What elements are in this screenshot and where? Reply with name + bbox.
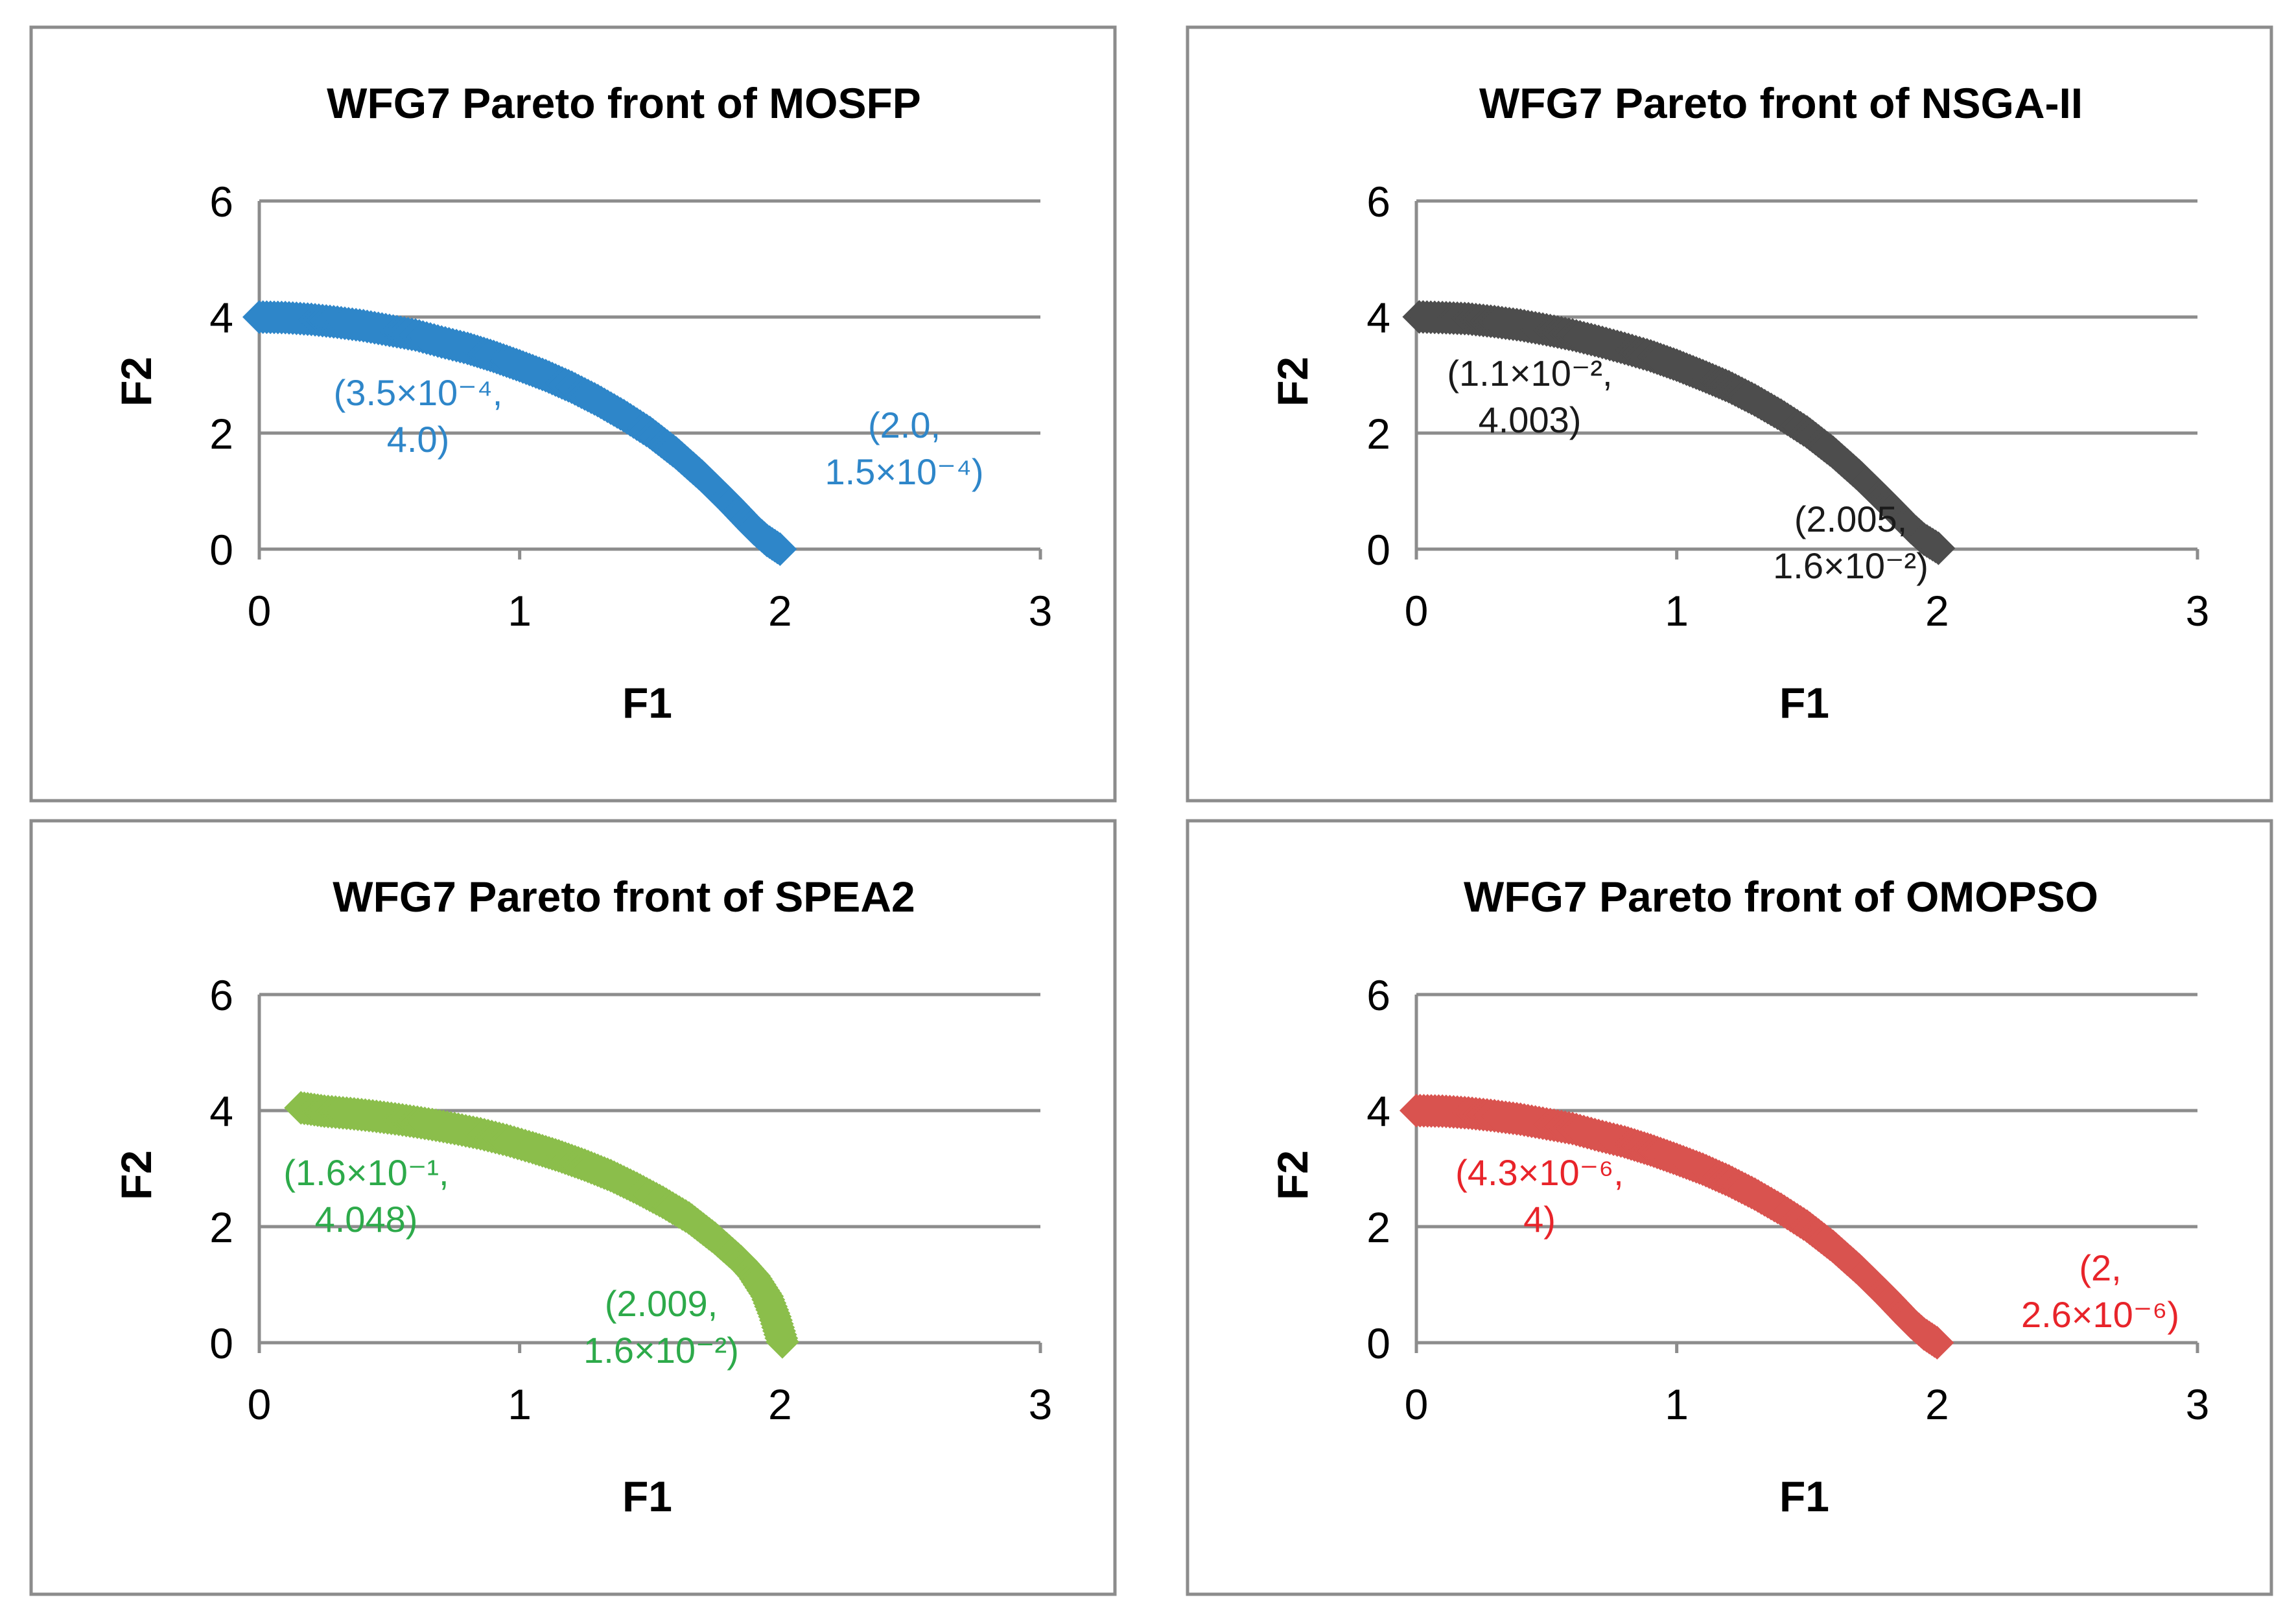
x-tick-label: 0 (248, 1380, 272, 1428)
series (284, 1090, 799, 1359)
chart-panel-2: 0 2 4 6 0 1 2 3 WFG7 Pareto front of NSGA-II F1 F2… (1186, 25, 2273, 803)
point-annotation: (2.0, 1.5×10⁻⁴) (825, 405, 983, 492)
x-axis-title: F1 (1779, 1472, 1829, 1520)
y-axis-title: F2 (1269, 357, 1317, 407)
series (1402, 300, 1956, 565)
point-annotation: (2.009, 1.6×10⁻²) (583, 1283, 739, 1371)
x-tick-label: 3 (2186, 587, 2210, 635)
y-tick-label: 6 (1366, 178, 1390, 226)
y-tick-label: 0 (209, 526, 233, 574)
x-tick-label: 2 (1925, 1380, 1949, 1428)
x-tick-label: 3 (1029, 587, 1053, 635)
y-tick-label: 0 (1366, 1319, 1390, 1367)
point-annotation: (1.6×10⁻¹, 4.048) (283, 1152, 449, 1240)
x-tick-label: 1 (1665, 587, 1689, 635)
x-tick-label: 1 (508, 587, 532, 635)
x-axis-title: F1 (622, 679, 672, 727)
y-tick-label: 2 (209, 1203, 233, 1251)
chart-frame (29, 819, 1117, 1596)
chart-panel-4: 0 2 4 6 0 1 2 3 WFG7 Pareto front of OMOPSO F1 F2 (… (1186, 819, 2273, 1596)
chart-title: WFG7 Pareto front of SPEA2 (333, 873, 915, 921)
chart-frame (1186, 25, 2273, 803)
y-axis-title: F2 (1269, 1150, 1317, 1200)
data-point (1920, 1326, 1954, 1360)
data-point (1921, 531, 1956, 565)
x-tick-label: 0 (248, 587, 272, 635)
y-tick-label: 2 (209, 410, 233, 458)
y-tick-label: 4 (209, 1087, 233, 1135)
x-tick-label: 2 (1925, 587, 1949, 635)
chart-panel-1: 0 2 4 6 0 1 2 3 WFG7 Pareto front of MOSFP F1 F2 (3… (29, 25, 1117, 803)
chart-title: WFG7 Pareto front of MOSFP (327, 79, 921, 127)
y-tick-label: 6 (209, 971, 233, 1019)
y-axis-title: F2 (112, 1150, 160, 1200)
data-point (765, 1325, 799, 1359)
point-annotation: (4.3×10⁻⁶, 4) (1455, 1152, 1624, 1240)
chart-frame (29, 25, 1117, 803)
x-tick-label: 1 (1665, 1380, 1689, 1428)
x-tick-label: 0 (1405, 1380, 1429, 1428)
y-tick-label: 4 (209, 294, 233, 342)
x-tick-label: 1 (508, 1380, 532, 1428)
x-tick-label: 3 (1029, 1380, 1053, 1428)
x-tick-label: 2 (768, 587, 792, 635)
y-axis-title: F2 (112, 357, 160, 407)
x-axis-title: F1 (1779, 679, 1829, 727)
point-annotation: (3.5×10⁻⁴, 4.0) (334, 372, 503, 460)
point-annotation: (2, 2.6×10⁻⁶) (2021, 1247, 2179, 1335)
x-tick-label: 2 (768, 1380, 792, 1428)
point-annotation: (2.005, 1.6×10⁻²) (1773, 499, 1928, 586)
y-tick-label: 4 (1366, 1087, 1390, 1135)
y-tick-label: 4 (1366, 294, 1390, 342)
chart-frame (1186, 819, 2273, 1596)
y-tick-label: 0 (209, 1319, 233, 1367)
series (1400, 1094, 1954, 1360)
chart-title: WFG7 Pareto front of OMOPSO (1464, 873, 2098, 921)
y-tick-label: 2 (1366, 410, 1390, 458)
y-tick-label: 6 (209, 178, 233, 226)
point-annotation: (1.1×10⁻², 4.003) (1447, 353, 1612, 440)
chart-title: WFG7 Pareto front of NSGA-II (1479, 79, 2083, 127)
x-tick-label: 0 (1405, 587, 1429, 635)
x-axis-title: F1 (622, 1472, 672, 1520)
data-point (763, 532, 797, 566)
x-tick-label: 3 (2186, 1380, 2210, 1428)
y-tick-label: 0 (1366, 526, 1390, 574)
chart-panel-3: 0 2 4 6 0 1 2 3 WFG7 Pareto front of SPEA2 F1 F2 (1… (29, 819, 1117, 1596)
series (242, 300, 797, 566)
y-tick-label: 6 (1366, 971, 1390, 1019)
y-tick-label: 2 (1366, 1203, 1390, 1251)
